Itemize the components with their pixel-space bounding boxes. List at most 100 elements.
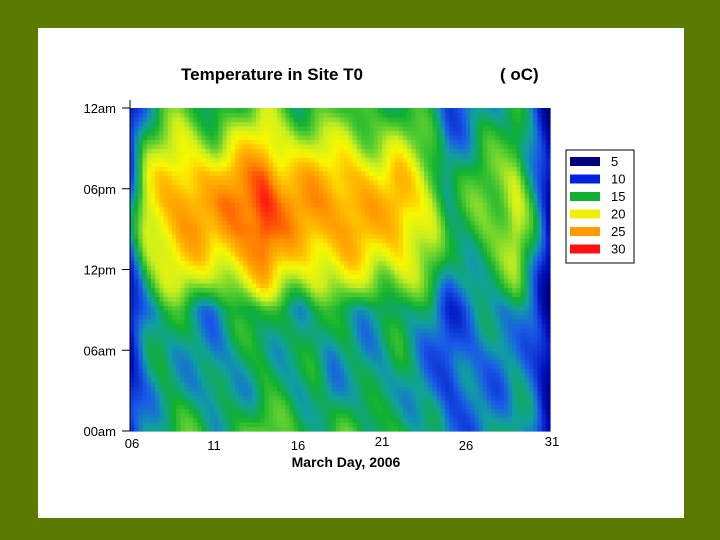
heatmap-cell bbox=[277, 148, 282, 154]
heatmap-cell bbox=[260, 175, 265, 181]
heatmap-cell bbox=[356, 211, 362, 217]
heatmap-cell bbox=[298, 179, 303, 185]
heatmap-cell bbox=[289, 300, 295, 306]
heatmap-cell bbox=[398, 197, 404, 203]
heatmap-cell bbox=[277, 175, 282, 181]
heatmap-cell bbox=[344, 386, 349, 392]
heatmap-cell bbox=[314, 413, 320, 419]
heatmap-cell bbox=[197, 233, 202, 239]
heatmap-cell bbox=[247, 390, 253, 396]
heatmap-cell bbox=[247, 300, 253, 306]
heatmap-cell bbox=[281, 157, 286, 163]
heatmap-cell bbox=[382, 260, 387, 266]
heatmap-cell bbox=[130, 381, 135, 387]
heatmap-cell bbox=[163, 166, 169, 172]
heatmap-cell bbox=[180, 300, 186, 306]
heatmap-cell bbox=[243, 125, 249, 132]
heatmap-cell bbox=[289, 408, 295, 414]
heatmap-cell bbox=[159, 296, 165, 302]
heatmap-cell bbox=[331, 125, 337, 132]
heatmap-cell bbox=[138, 211, 144, 217]
heatmap-cell bbox=[327, 273, 333, 280]
heatmap-cell bbox=[184, 238, 190, 244]
heatmap-cell bbox=[415, 247, 421, 253]
heatmap-cell bbox=[348, 399, 354, 405]
heatmap-cell bbox=[230, 256, 236, 262]
heatmap-cell bbox=[264, 152, 270, 158]
heatmap-cell bbox=[331, 108, 337, 114]
heatmap-cell bbox=[155, 323, 160, 329]
heatmap-cell bbox=[235, 291, 240, 298]
heatmap-cell bbox=[289, 399, 295, 405]
heatmap-cell bbox=[197, 197, 202, 203]
heatmap-cell bbox=[327, 256, 333, 262]
heatmap-cell bbox=[251, 282, 257, 289]
heatmap-cell bbox=[302, 426, 307, 432]
heatmap-cell bbox=[361, 350, 366, 356]
heatmap-cell bbox=[209, 413, 215, 419]
heatmap-cell bbox=[180, 390, 186, 396]
heatmap-cell bbox=[155, 390, 160, 396]
heatmap-cell bbox=[356, 314, 362, 320]
heatmap-cell bbox=[163, 273, 169, 280]
heatmap-cell bbox=[277, 229, 282, 235]
heatmap-cell bbox=[331, 170, 337, 176]
heatmap-cell bbox=[340, 197, 345, 203]
heatmap-cell bbox=[377, 166, 383, 172]
heatmap-cell bbox=[163, 220, 169, 226]
heatmap-cell bbox=[247, 202, 253, 208]
heatmap-cell bbox=[407, 368, 412, 374]
heatmap-cell bbox=[365, 372, 370, 378]
heatmap-cell bbox=[310, 125, 316, 132]
heatmap-cell bbox=[151, 157, 156, 163]
heatmap-cell bbox=[293, 314, 299, 320]
heatmap-cell bbox=[277, 108, 282, 114]
heatmap-cell bbox=[386, 206, 391, 212]
heatmap-cell bbox=[159, 368, 165, 374]
heatmap-cell bbox=[302, 157, 307, 163]
heatmap-cell bbox=[155, 399, 160, 405]
heatmap-cell bbox=[419, 350, 425, 356]
heatmap-cell bbox=[214, 175, 219, 181]
heatmap-cell bbox=[365, 166, 370, 172]
heatmap-cell bbox=[146, 332, 152, 338]
heatmap-cell bbox=[419, 354, 425, 360]
heatmap-cell bbox=[264, 112, 270, 118]
heatmap-cell bbox=[138, 224, 144, 230]
heatmap-cell bbox=[247, 363, 253, 369]
heatmap-cell bbox=[415, 224, 421, 230]
heatmap-cell bbox=[146, 413, 152, 419]
heatmap-cell bbox=[365, 368, 370, 374]
heatmap-cell bbox=[327, 148, 333, 154]
heatmap-cell bbox=[222, 359, 228, 365]
heatmap-cell bbox=[394, 211, 400, 217]
heatmap-cell bbox=[159, 345, 165, 351]
heatmap-cell bbox=[377, 309, 383, 315]
heatmap-cell bbox=[209, 125, 215, 132]
heatmap-cell bbox=[277, 251, 282, 257]
heatmap-cell bbox=[394, 256, 400, 262]
heatmap-cell bbox=[344, 395, 349, 401]
heatmap-cell bbox=[319, 152, 324, 158]
heatmap-cell bbox=[390, 161, 396, 167]
heatmap-cell bbox=[348, 157, 354, 163]
heatmap-cell bbox=[277, 170, 282, 176]
heatmap-cell bbox=[356, 251, 362, 257]
heatmap-cell bbox=[188, 251, 194, 257]
heatmap-cell bbox=[218, 238, 223, 244]
heatmap-cell bbox=[209, 224, 215, 230]
heatmap-cell bbox=[214, 197, 219, 203]
heatmap-cell bbox=[193, 179, 198, 185]
heatmap-cell bbox=[293, 341, 299, 347]
heatmap-cell bbox=[310, 211, 316, 217]
heatmap-cell bbox=[188, 152, 194, 158]
heatmap-cell bbox=[386, 211, 391, 217]
heatmap-cell bbox=[235, 278, 240, 284]
heatmap-cell bbox=[251, 395, 257, 401]
heatmap-cell bbox=[310, 309, 316, 315]
heatmap-cell bbox=[277, 134, 282, 141]
heatmap-cell bbox=[193, 273, 198, 280]
heatmap-cell bbox=[356, 345, 362, 351]
heatmap-cell bbox=[415, 108, 421, 114]
heatmap-cell bbox=[369, 121, 375, 127]
